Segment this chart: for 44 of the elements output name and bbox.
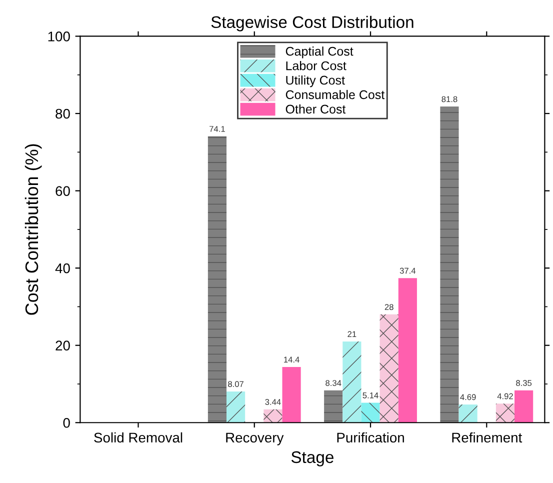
bar [380, 314, 398, 423]
data-label: 81.8 [442, 96, 458, 102]
bar [361, 402, 380, 423]
data-label: 8.34 [326, 380, 342, 386]
y-tick-label: 20 [56, 340, 70, 351]
x-tick-label: Solid Removal [94, 432, 182, 443]
y-tick-label: 80 [56, 108, 70, 119]
legend-label: Utility Cost [286, 75, 345, 88]
data-label: 8.07 [228, 381, 244, 388]
x-tick-label: Recovery [226, 432, 284, 446]
bar [226, 391, 246, 423]
bar [324, 390, 343, 423]
y-tick-label: 0 [63, 418, 70, 428]
bar [282, 366, 301, 423]
bar [208, 136, 227, 423]
data-label: 4.92 [497, 393, 513, 400]
y-axis-title: Cost Contribution (%) [24, 144, 42, 315]
data-label: 74.1 [210, 126, 225, 132]
x-tick-label: Refinement [452, 432, 522, 443]
y-tick-label: 100 [48, 32, 70, 42]
data-label: 37.4 [400, 268, 416, 274]
data-label: 5.14 [362, 392, 378, 398]
y-tick-label: 40 [55, 263, 70, 274]
y-tick-label: 60 [56, 186, 70, 196]
bar [514, 390, 534, 423]
legend-label: Consumable Cost [286, 90, 385, 100]
data-label: 3.44 [265, 399, 281, 405]
data-label: 28 [384, 304, 394, 310]
legend-label: Other Cost [286, 104, 346, 114]
bar [458, 404, 478, 423]
data-label: 8.35 [516, 380, 532, 386]
chart-title: Stagewise Cost Distribution [211, 16, 414, 32]
x-tick-label: Purification [337, 432, 404, 443]
legend-label: Captial Cost [286, 46, 354, 58]
x-axis-title: Stage [291, 451, 334, 466]
data-label: 14.4 [284, 356, 300, 362]
bar [496, 404, 515, 423]
legend-label: Labor Cost [286, 61, 346, 70]
data-label: 4.69 [460, 394, 476, 400]
bar [398, 278, 417, 423]
bar [440, 106, 459, 423]
data-label: 21 [348, 331, 356, 337]
bar [342, 341, 362, 423]
bar [264, 409, 282, 423]
